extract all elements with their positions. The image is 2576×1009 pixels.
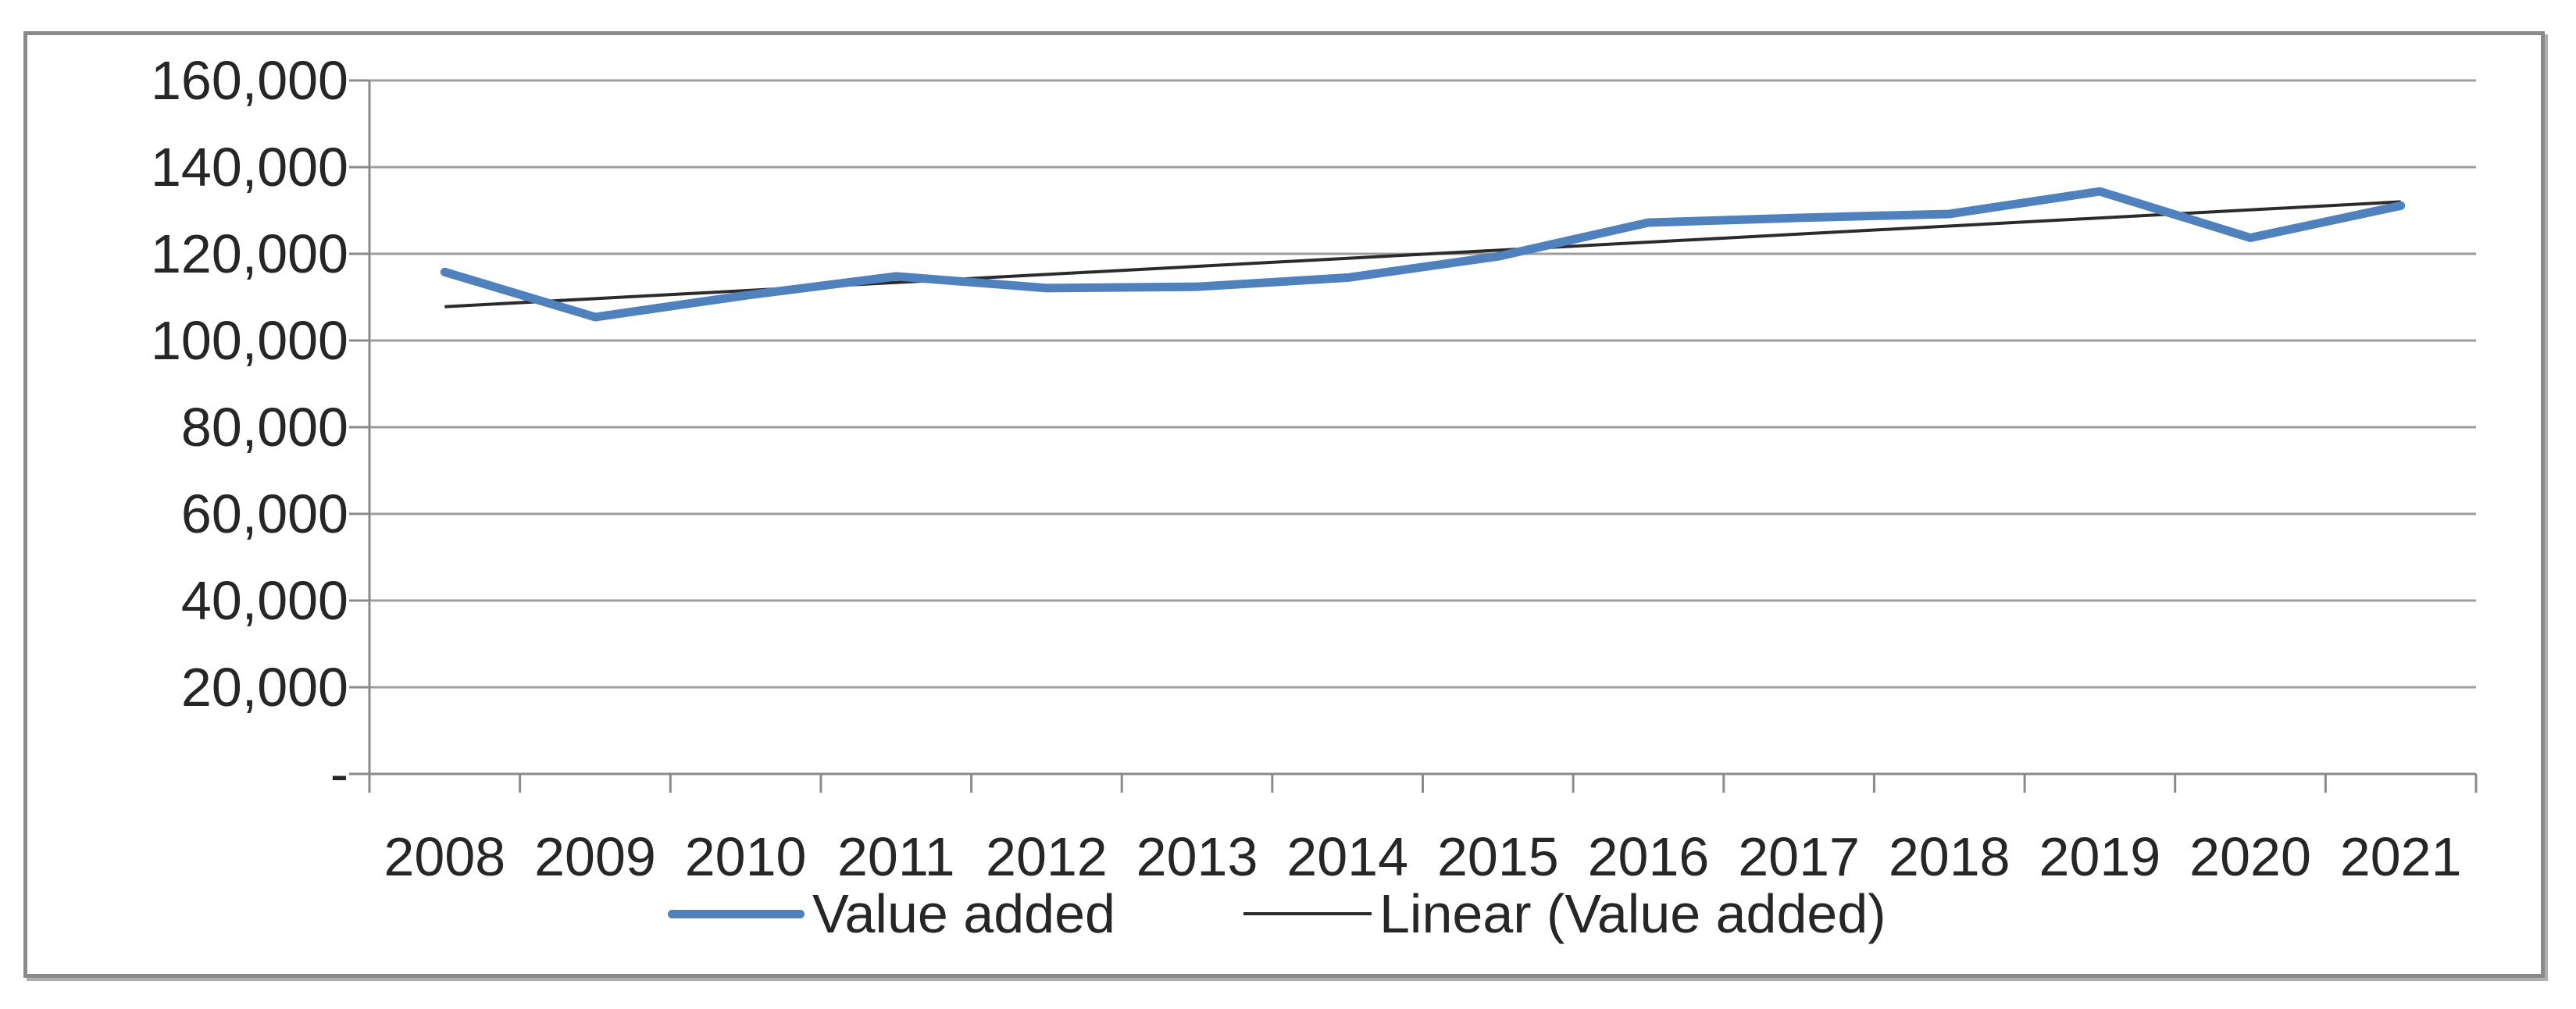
x-tick-label: 2011	[837, 826, 955, 887]
value-added-line	[440, 187, 2406, 322]
x-tick-label: 2008	[384, 826, 505, 887]
x-tick-label: 2020	[2189, 826, 2311, 887]
x-tick-label: 2012	[986, 826, 1108, 887]
legend-label-value-added: Value added	[812, 883, 1115, 944]
x-tick-label: 2009	[534, 826, 656, 887]
x-tick-label: 2017	[1738, 826, 1860, 887]
x-tick-marks	[368, 774, 2478, 793]
y-tick-label: 80,000	[181, 397, 348, 458]
gridlines	[369, 79, 2476, 689]
x-tick-label: 2014	[1286, 826, 1408, 887]
x-tick-label: 2010	[685, 826, 807, 887]
y-tick-marks	[349, 79, 369, 775]
y-tick-label: 100,000	[151, 310, 348, 371]
x-tick-label: 2015	[1437, 826, 1559, 887]
legend-item-linear: Linear (Value added)	[1243, 882, 1886, 945]
legend-item-value-added: Value added	[668, 882, 1115, 945]
value-added-line-swatch	[668, 909, 805, 918]
x-tick-label: 2019	[2039, 826, 2161, 887]
chart-frame	[23, 31, 2545, 978]
linear-trendline-swatch	[1243, 912, 1372, 915]
y-tick-label: 140,000	[151, 137, 348, 198]
y-axis-labels: 160,000 140,000 120,000 100,000 80,000 60,000…	[151, 50, 348, 804]
legend-label-linear: Linear (Value added)	[1379, 883, 1886, 944]
y-tick-label: 120,000	[151, 223, 348, 284]
y-tick-label: 160,000	[151, 50, 348, 111]
y-tick-label: 40,000	[181, 570, 348, 631]
x-tick-label: 2021	[2340, 826, 2462, 887]
y-tick-label: -	[330, 743, 348, 804]
x-tick-label: 2016	[1588, 826, 1710, 887]
x-tick-label: 2018	[1889, 826, 2010, 887]
x-tick-label: 2013	[1136, 826, 1258, 887]
y-tick-label: 60,000	[181, 483, 348, 544]
x-axis-labels: 2008 2009 2010 2011 2012 2013 2014 2015 2016 2017…	[384, 826, 2461, 887]
y-tick-label: 20,000	[181, 657, 348, 718]
value-added-polyline	[440, 187, 2406, 322]
